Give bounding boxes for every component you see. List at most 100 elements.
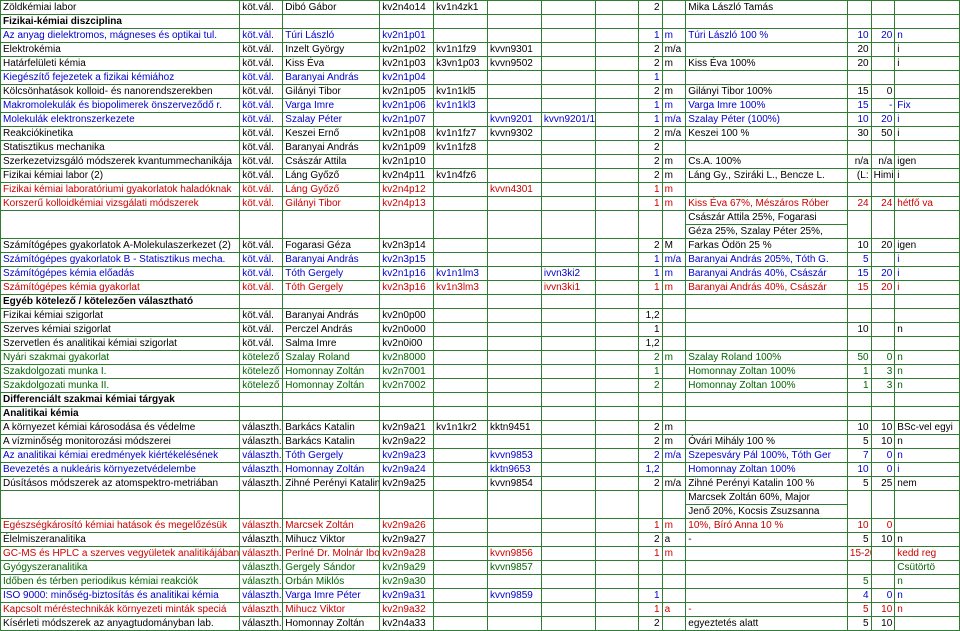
cell: 10 [871, 421, 895, 435]
cell: igen [895, 239, 960, 253]
cell [847, 407, 871, 421]
table-row: Szervetlen és analitikai kémiai szigorla… [1, 337, 960, 351]
cell: 0 [871, 351, 895, 365]
cell [488, 1, 542, 15]
cell: 2 [638, 617, 662, 631]
cell [638, 505, 662, 519]
cell [541, 547, 595, 561]
cell [595, 491, 638, 505]
cell: kvvn9859 [488, 589, 542, 603]
cell [541, 519, 595, 533]
cell [434, 477, 488, 491]
cell: n [895, 575, 960, 589]
cell [541, 561, 595, 575]
cell: kv2n0p00 [380, 309, 434, 323]
cell: Perczel András [283, 323, 380, 337]
cell: 5 [847, 617, 871, 631]
cell: A környezet kémiai károsodása és védelme [1, 421, 240, 435]
cell: ivvn3ki1 [541, 281, 595, 295]
cell [595, 463, 638, 477]
cell [283, 491, 380, 505]
cell: n [895, 449, 960, 463]
cell: m [662, 281, 686, 295]
cell [595, 253, 638, 267]
cell: Homonnay Zoltan 100% [686, 463, 848, 477]
cell [638, 491, 662, 505]
table-row: Marcsek Zoltán 60%, Major [1, 491, 960, 505]
cell: kktn9451 [488, 421, 542, 435]
cell [488, 15, 542, 29]
cell [595, 267, 638, 281]
cell: Barkács Katalin [283, 421, 380, 435]
cell: köt.vál. [240, 169, 283, 183]
cell: 0 [871, 449, 895, 463]
cell: Óvári Mihály 100 % [686, 435, 848, 449]
cell [686, 141, 848, 155]
cell: kv2n1p10 [380, 155, 434, 169]
cell: 20 [871, 113, 895, 127]
cell [847, 71, 871, 85]
cell: kv2n1p05 [380, 85, 434, 99]
cell [488, 71, 542, 85]
cell [662, 225, 686, 239]
cell: Fizikai kémiai szigorlat [1, 309, 240, 323]
cell [895, 71, 960, 85]
cell: köt.vál. [240, 239, 283, 253]
cell: választh. [240, 519, 283, 533]
cell: Analitikai kémia [1, 407, 240, 421]
cell: Túri László [283, 29, 380, 43]
cell [686, 393, 848, 407]
cell [662, 309, 686, 323]
cell: 1 [847, 379, 871, 393]
cell [488, 337, 542, 351]
cell: Keszei 100 % [686, 127, 848, 141]
cell: kv2n9a29 [380, 561, 434, 575]
cell: 0 [871, 519, 895, 533]
cell: választh. [240, 435, 283, 449]
cell: Császár Attila 25%, Fogarasi [686, 211, 848, 225]
cell: 1 [638, 183, 662, 197]
cell: 10 [847, 239, 871, 253]
cell: Varga Imre Péter [283, 589, 380, 603]
cell: Egészségkárosító kémiai hatások és megel… [1, 519, 240, 533]
table-row: Nyári szakmai gyakorlatkötelezőSzalay Ro… [1, 351, 960, 365]
cell [638, 561, 662, 575]
cell: n [895, 323, 960, 337]
cell: 1,2 [638, 309, 662, 323]
cell: ISO 9000: minőség-biztosítás és analitik… [1, 589, 240, 603]
cell [283, 15, 380, 29]
cell: kv2n3p15 [380, 253, 434, 267]
cell [595, 225, 638, 239]
table-row: Szerkezetvizsgáló módszerek kvantummecha… [1, 155, 960, 169]
cell [434, 113, 488, 127]
cell: (L: [847, 169, 871, 183]
cell: 1 [638, 365, 662, 379]
table-row: Császár Attila 25%, Fogarasi [1, 211, 960, 225]
cell: Számítógépes kémia gyakorlat [1, 281, 240, 295]
cell: i [895, 253, 960, 267]
cell: 10 [847, 29, 871, 43]
cell: 2 [638, 533, 662, 547]
cell: nem [895, 477, 960, 491]
cell: kv1n1kl3 [434, 99, 488, 113]
cell: 2 [638, 141, 662, 155]
cell [1, 225, 240, 239]
cell: kv2n9a21 [380, 421, 434, 435]
cell: a [662, 533, 686, 547]
cell [541, 239, 595, 253]
cell [541, 99, 595, 113]
cell: Kísérleti módszerek az anyagtudományban … [1, 617, 240, 631]
cell [488, 351, 542, 365]
cell: 2 [638, 421, 662, 435]
cell [595, 169, 638, 183]
cell [662, 379, 686, 393]
cell [541, 127, 595, 141]
table-row: Zöldkémiai laborköt.vál.Dibó Gáborkv2n4o… [1, 1, 960, 15]
cell: kv2n3p14 [380, 239, 434, 253]
cell: i [895, 43, 960, 57]
cell [871, 141, 895, 155]
cell: kv2n1p08 [380, 127, 434, 141]
cell: Kiss Éva 100% [686, 57, 848, 71]
cell [686, 407, 848, 421]
cell [434, 575, 488, 589]
